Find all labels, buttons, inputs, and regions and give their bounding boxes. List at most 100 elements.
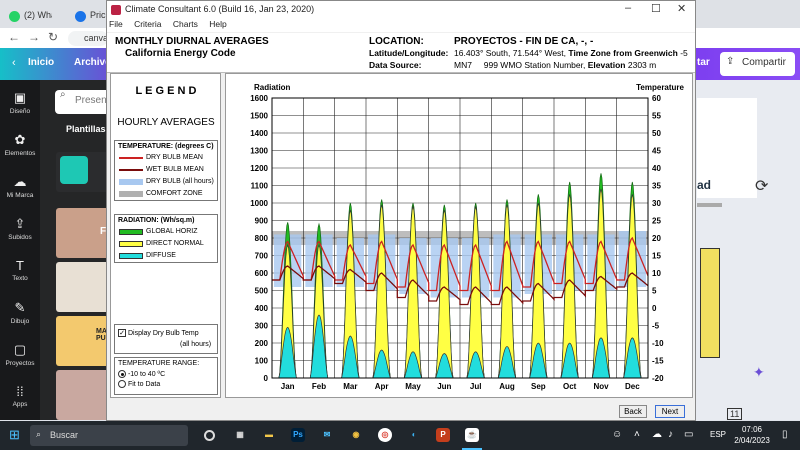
search-icon: ⌕ bbox=[60, 89, 66, 100]
rail-item-design[interactable]: ▣ Diseño bbox=[0, 90, 40, 115]
taskbar-search[interactable]: ⌕ Buscar bbox=[30, 425, 188, 446]
rail-item-text[interactable]: T Texto bbox=[0, 258, 40, 282]
window-titlebar: Climate Consultant 6.0 (Build 16, Jan 23… bbox=[107, 1, 695, 19]
right-tick-label: 40 bbox=[652, 164, 661, 173]
menu-criteria[interactable]: Criteria bbox=[134, 19, 162, 29]
notification-icon[interactable]: ▯ bbox=[782, 429, 788, 440]
mail-icon[interactable]: ✉ bbox=[323, 430, 331, 439]
left-tick-label: 300 bbox=[255, 322, 269, 331]
chart-pane: 0 100 200 300 400 500 600 700 800 900 1000 1100 1200… bbox=[225, 73, 693, 398]
file-menu[interactable]: Archivo bbox=[74, 57, 112, 68]
rail-item-brand[interactable]: ☁ Mi Marca bbox=[0, 174, 40, 199]
windows-start-icon[interactable]: ⊞ bbox=[9, 427, 20, 442]
radio-selected[interactable] bbox=[118, 370, 126, 378]
language-indicator[interactable]: ESP bbox=[710, 430, 727, 439]
radio-unselected[interactable] bbox=[118, 380, 126, 388]
browser-tab-pricing[interactable]: Pric bbox=[70, 6, 110, 28]
widgets-icon[interactable]: ▦ bbox=[236, 430, 244, 439]
range-option-fixed[interactable]: -10 to 40 ºC bbox=[118, 370, 217, 378]
month-label: Aug bbox=[499, 382, 515, 391]
diffuse-area bbox=[623, 337, 642, 379]
menu-charts[interactable]: Charts bbox=[172, 19, 198, 29]
month-label: Apr bbox=[375, 382, 389, 391]
people-icon[interactable]: ☺ bbox=[612, 429, 623, 440]
clock[interactable]: 07:06 2/04/2023 bbox=[734, 425, 770, 445]
month-label: Nov bbox=[593, 382, 609, 391]
left-tick-label: 1000 bbox=[250, 199, 268, 208]
app-icon bbox=[111, 5, 121, 15]
template-thumb-5[interactable] bbox=[56, 370, 110, 420]
climate-consultant-window: Climate Consultant 6.0 (Build 16, Jan 23… bbox=[106, 0, 696, 421]
edge-icon[interactable]: ◐ bbox=[411, 430, 417, 439]
rotate-icon[interactable]: ⟳ bbox=[755, 178, 769, 195]
task-view-icon[interactable] bbox=[204, 430, 215, 441]
swatch bbox=[119, 157, 143, 159]
photoshop-icon[interactable]: Ps bbox=[291, 428, 305, 442]
powerpoint-icon[interactable]: P bbox=[436, 428, 450, 442]
window-title: Climate Consultant 6.0 (Build 16, Jan 23… bbox=[125, 4, 315, 14]
canvas-page[interactable]: ad bbox=[697, 98, 757, 198]
close-icon[interactable]: ✕ bbox=[677, 3, 687, 15]
direct-normal-area bbox=[497, 204, 517, 379]
direct-normal-area bbox=[529, 202, 548, 379]
next-button[interactable]: Next bbox=[655, 405, 685, 418]
folder-icon: ▢ bbox=[13, 342, 27, 357]
rail-item-apps[interactable]: ⁞⁞ Apps bbox=[0, 384, 40, 408]
battery-icon[interactable]: ▭ bbox=[684, 429, 694, 440]
canvas-chart-image[interactable] bbox=[700, 248, 720, 358]
right-tick-label: -20 bbox=[652, 374, 664, 383]
volume-icon[interactable]: ♪ bbox=[668, 429, 673, 440]
active-indicator bbox=[462, 448, 482, 450]
menu-help[interactable]: Help bbox=[209, 19, 227, 29]
home-link[interactable]: Inicio bbox=[28, 57, 55, 68]
direct-normal-area bbox=[466, 206, 485, 379]
right-tick-label: 20 bbox=[652, 234, 661, 243]
template-thumb-2[interactable]: FIN bbox=[56, 208, 110, 258]
rail-item-draw[interactable]: ✎ Dibujo bbox=[0, 300, 40, 325]
left-tick-label: 1300 bbox=[250, 147, 268, 156]
url-field[interactable]: canva bbox=[68, 31, 108, 46]
java-icon[interactable]: ☕ bbox=[465, 428, 479, 442]
left-tick-label: 900 bbox=[255, 217, 269, 226]
legend-item: DRY BULB (all hours) bbox=[115, 176, 217, 188]
file-explorer-icon[interactable]: ▬ bbox=[265, 430, 273, 439]
app-icon-yellow[interactable]: ◉ bbox=[352, 430, 360, 439]
diffuse-area bbox=[372, 349, 391, 379]
chrome-icon[interactable]: ◎ bbox=[378, 428, 392, 442]
magic-icon[interactable]: ✦ bbox=[753, 364, 765, 380]
diffuse-area bbox=[529, 342, 548, 379]
template-thumb-1[interactable] bbox=[56, 152, 110, 192]
template-thumb-4[interactable]: MARKE PUBLIC bbox=[56, 316, 110, 366]
left-tick-label: 1400 bbox=[250, 129, 268, 138]
template-logo bbox=[60, 156, 88, 184]
browser-tab-whatsapp[interactable]: (2) Wha bbox=[4, 6, 52, 28]
back-arrow-icon[interactable]: ← bbox=[8, 30, 20, 44]
left-tick-label: 100 bbox=[255, 357, 269, 366]
diffuse-area bbox=[435, 353, 454, 379]
rail-item-elements[interactable]: ✿ Elementos bbox=[0, 132, 40, 157]
apps-icon: ⁞⁞ bbox=[16, 384, 24, 399]
forward-arrow-icon[interactable]: → bbox=[28, 30, 40, 44]
display-drybulb-checkbox[interactable]: ✓ bbox=[118, 329, 126, 337]
diffuse-area bbox=[497, 346, 517, 379]
left-tick-label: 1500 bbox=[250, 112, 268, 121]
range-option-fit[interactable]: Fit to Data bbox=[118, 380, 217, 388]
legend-item: DIRECT NORMAL bbox=[115, 238, 217, 250]
tray-chevron-icon[interactable]: ˄ bbox=[634, 429, 640, 440]
source-line: Data Source: MN7 999 WMO Station Number,… bbox=[369, 60, 657, 70]
page-count-icon[interactable]: 11 bbox=[727, 408, 743, 420]
back-chevron-icon[interactable]: ‹ bbox=[12, 57, 16, 69]
network-icon[interactable]: ☁ bbox=[652, 429, 662, 440]
minimize-icon[interactable]: – bbox=[625, 2, 632, 14]
right-tick-label: -15 bbox=[652, 357, 664, 366]
rail-item-projects[interactable]: ▢ Proyectos bbox=[0, 342, 40, 367]
template-thumb-3[interactable] bbox=[56, 262, 110, 312]
tab-templates[interactable]: Plantillas bbox=[66, 124, 106, 134]
maximize-icon[interactable]: ☐ bbox=[651, 3, 661, 15]
menu-file[interactable]: File bbox=[109, 19, 123, 29]
rail-item-uploads[interactable]: ⇪ Subidos bbox=[0, 216, 40, 241]
reload-icon[interactable]: ↻ bbox=[48, 30, 59, 44]
share-button[interactable]: ⇪ Compartir bbox=[720, 52, 795, 76]
back-button[interactable]: Back bbox=[619, 405, 647, 418]
template-search-input[interactable]: Presen bbox=[55, 90, 110, 114]
